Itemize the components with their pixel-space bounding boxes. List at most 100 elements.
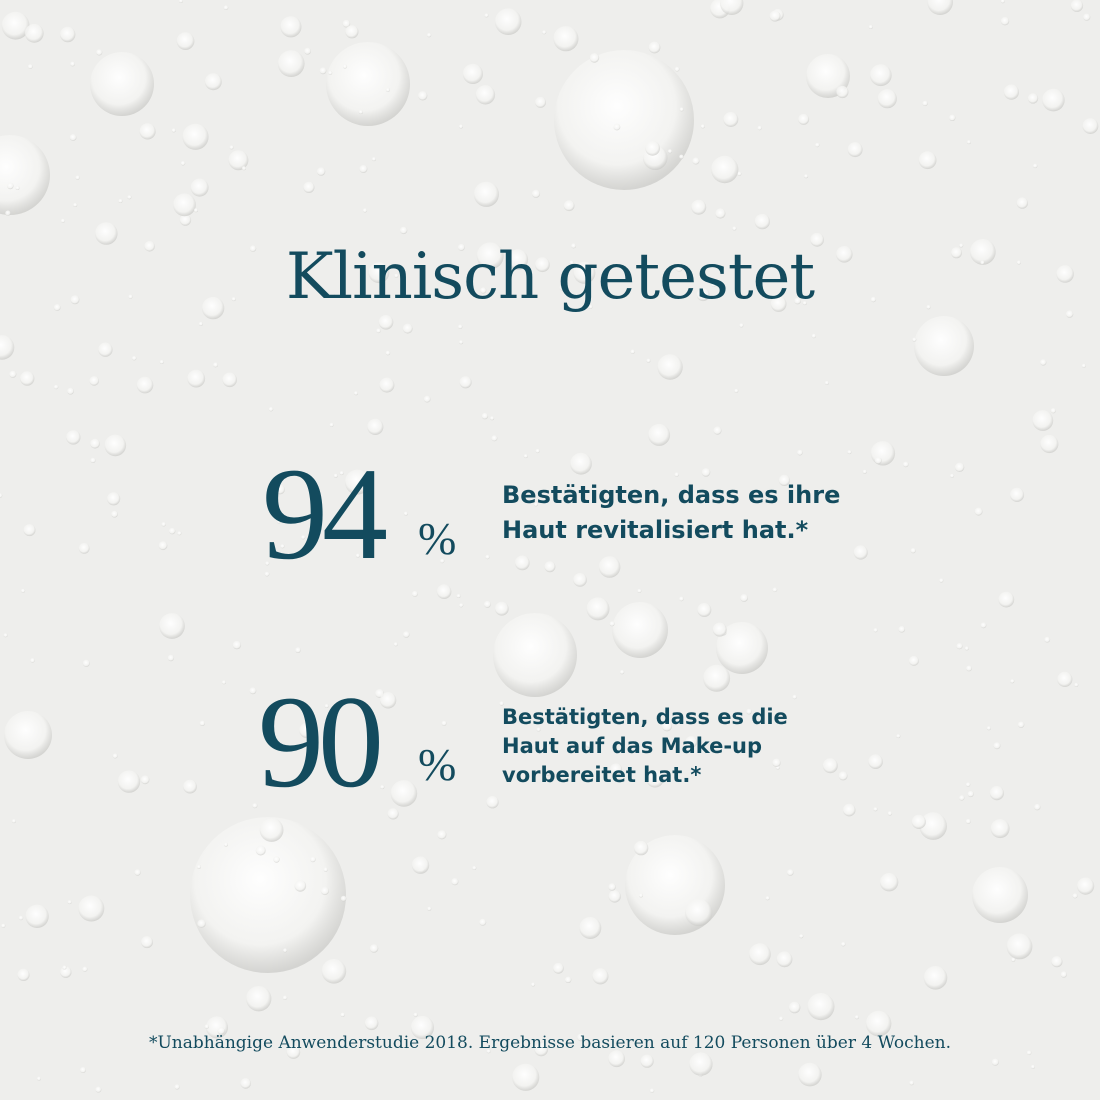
droplet: [475, 85, 496, 105]
droplet: [385, 350, 391, 356]
droplet: [481, 412, 489, 420]
droplet: [598, 556, 621, 578]
droplet: [213, 362, 219, 368]
droplet: [437, 830, 447, 840]
droplet: [459, 603, 464, 608]
droplet: [639, 893, 643, 898]
droplet: [1009, 487, 1025, 502]
title: Klinisch getestet: [285, 240, 815, 314]
droplet: [746, 708, 752, 715]
droplet: [1042, 88, 1065, 112]
droplet: [197, 864, 201, 869]
droplet: [295, 647, 301, 653]
droplet: [1032, 410, 1054, 431]
droplet: [303, 181, 315, 193]
droplet: [318, 1042, 325, 1049]
droplet: [534, 1042, 548, 1057]
droplet: [69, 134, 77, 141]
droplet: [222, 680, 226, 685]
droplet: [847, 450, 852, 455]
droplet: [494, 601, 509, 616]
droplet: [720, 0, 744, 15]
droplet: [259, 818, 284, 842]
droplet: [380, 785, 385, 790]
droplet: [668, 149, 672, 154]
droplet: [514, 555, 530, 571]
droplet: [483, 600, 491, 608]
droplet: [854, 1015, 859, 1020]
droplet: [908, 655, 919, 666]
droplet: [689, 1052, 713, 1076]
droplet: [158, 541, 168, 551]
droplet: [246, 986, 272, 1012]
droplet: [231, 297, 236, 302]
droplet: [15, 186, 20, 190]
droplet: [838, 771, 848, 781]
droplet: [810, 232, 824, 247]
droplet: [1074, 682, 1079, 687]
droplet: [385, 87, 390, 92]
droplet: [462, 63, 483, 84]
droplet: [379, 692, 397, 709]
droplet: [112, 753, 118, 759]
droplet: [802, 301, 807, 306]
droplet: [797, 449, 803, 456]
droplet: [394, 273, 399, 278]
droplet: [62, 965, 67, 970]
droplet: [413, 1012, 418, 1017]
droplet: [912, 337, 917, 342]
droplet: [354, 391, 358, 396]
droplet: [24, 23, 44, 43]
droplet: [0, 335, 15, 360]
droplet: [569, 260, 574, 265]
droplet: [980, 622, 987, 629]
droplet: [473, 181, 499, 207]
droplet: [853, 545, 868, 560]
droplet: [1017, 721, 1025, 728]
droplet: [27, 64, 33, 69]
droplet: [712, 622, 727, 637]
droplet: [870, 296, 877, 303]
droplet: [78, 543, 90, 554]
droplet: [608, 883, 616, 891]
droplet: [512, 1063, 540, 1091]
droplet: [402, 323, 413, 334]
droplet: [715, 208, 726, 219]
droplet: [304, 47, 311, 55]
droplet: [842, 803, 856, 817]
droplet: [870, 441, 896, 466]
droplet: [903, 461, 909, 468]
droplet: [324, 704, 329, 708]
droplet: [969, 239, 996, 265]
droplet: [1016, 197, 1028, 209]
droplet: [90, 438, 100, 449]
droplet: [174, 1084, 180, 1090]
droplet: [1057, 671, 1073, 688]
droplet: [980, 260, 985, 265]
droplet: [240, 1078, 251, 1089]
droplet: [320, 886, 329, 896]
droplet: [772, 587, 778, 593]
droplet: [1011, 957, 1016, 962]
droplet: [67, 387, 74, 395]
droplet: [17, 968, 30, 982]
droplet: [458, 324, 463, 329]
droplet: [78, 895, 105, 922]
droplet: [770, 296, 787, 312]
droplet: [887, 811, 893, 816]
droplet: [451, 878, 459, 886]
droplet: [7, 182, 14, 190]
droplet: [589, 53, 600, 63]
droplet: [696, 288, 710, 302]
droplet: [190, 817, 346, 973]
droplet: [679, 154, 684, 159]
droplet: [345, 25, 359, 39]
droplet: [21, 588, 26, 593]
droplet: [5, 210, 11, 216]
droplet: [70, 295, 80, 305]
droplet: [171, 128, 176, 133]
droplet: [951, 247, 962, 259]
droplet: [340, 1012, 345, 1017]
droplet: [3, 633, 8, 638]
